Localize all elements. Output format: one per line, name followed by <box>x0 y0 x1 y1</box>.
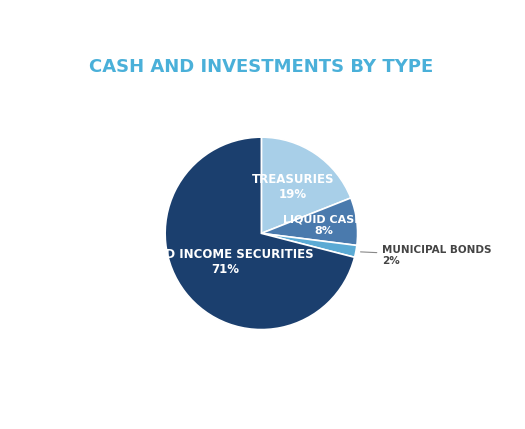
Text: LIQUID CASH
8%: LIQUID CASH 8% <box>283 215 364 236</box>
Wedge shape <box>165 137 354 329</box>
Title: CASH AND INVESTMENTS BY TYPE: CASH AND INVESTMENTS BY TYPE <box>89 58 434 76</box>
Text: FIXED INCOME SECURITIES
71%: FIXED INCOME SECURITIES 71% <box>136 248 314 276</box>
Wedge shape <box>261 198 358 245</box>
Text: MUNICIPAL BONDS
2%: MUNICIPAL BONDS 2% <box>361 245 492 266</box>
Wedge shape <box>261 233 357 257</box>
Wedge shape <box>261 137 351 233</box>
Text: TREASURIES
19%: TREASURIES 19% <box>251 173 334 201</box>
